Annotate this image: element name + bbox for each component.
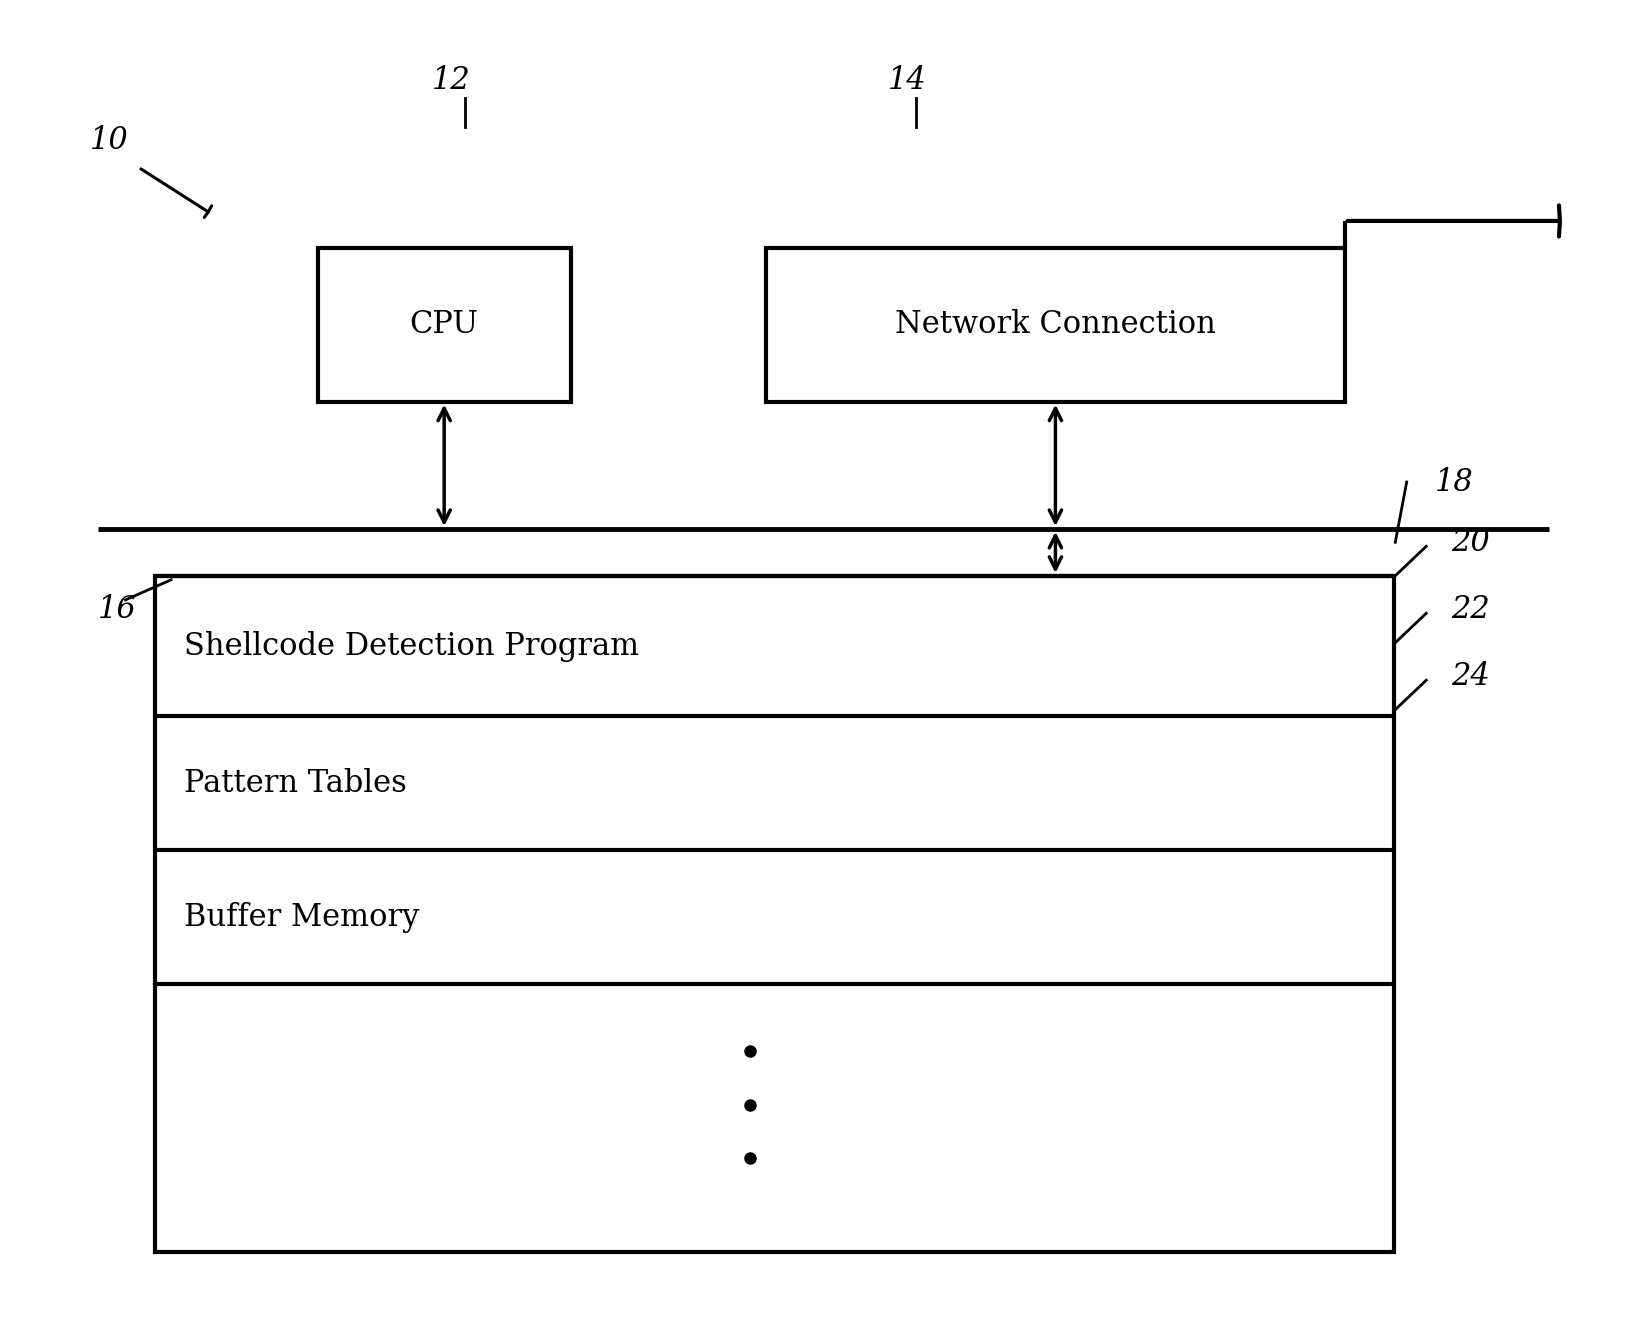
Text: 18: 18	[1434, 466, 1474, 498]
Bar	[766, 248, 1345, 402]
Text: 24: 24	[1451, 660, 1490, 692]
Text: CPU: CPU	[409, 309, 479, 340]
Text: Buffer Memory: Buffer Memory	[184, 901, 419, 933]
Text: Network Connection: Network Connection	[895, 309, 1216, 340]
Text: 10: 10	[90, 125, 129, 157]
Text: Pattern Tables: Pattern Tables	[184, 767, 408, 799]
Text: 14: 14	[888, 64, 927, 96]
Bar	[155, 576, 1394, 1252]
Text: 12: 12	[432, 64, 471, 96]
Text: 20: 20	[1451, 526, 1490, 558]
Text: 16: 16	[98, 593, 137, 625]
Text: 22: 22	[1451, 593, 1490, 625]
Bar	[318, 248, 570, 402]
Text: Shellcode Detection Program: Shellcode Detection Program	[184, 631, 639, 661]
